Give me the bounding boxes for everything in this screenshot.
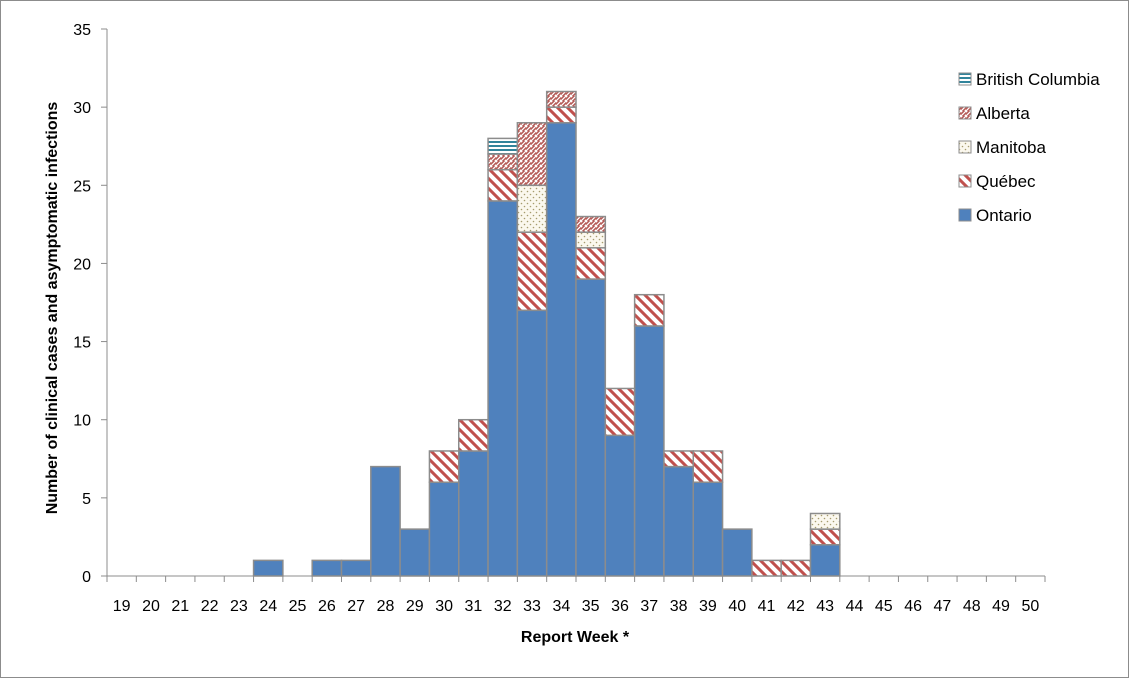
- bar-segment-ontario-week-33: [516, 309, 548, 577]
- x-tick-label: 40: [728, 598, 746, 615]
- bar-segment-manitoba-week-33: [516, 184, 548, 233]
- y-tick-label: 10: [73, 413, 91, 430]
- x-tick-label: 47: [934, 598, 952, 615]
- bar-segment-ontario-week-39: [692, 481, 724, 577]
- y-tick-label: 25: [73, 178, 91, 195]
- y-tick-label: 20: [73, 256, 91, 273]
- bar-segment-quebec-week-35: [575, 247, 607, 280]
- bar-segment-ontario-week-27: [340, 559, 372, 577]
- bar-segment-ontario-week-32: [487, 200, 519, 577]
- bar-segment-quebec-week-34: [545, 106, 577, 124]
- bar-segment-ontario-week-35: [575, 278, 607, 577]
- y-tick-label: 5: [82, 491, 91, 508]
- bar-segment-ontario-week-38: [663, 465, 694, 577]
- y-tick-label: 0: [82, 569, 91, 586]
- x-tick-label: 20: [142, 598, 160, 615]
- legend-swatch-ontario: [958, 208, 972, 222]
- bar-segment-ontario-week-40: [721, 528, 753, 577]
- legend-label-british-columbia: British Columbia: [976, 70, 1100, 89]
- x-tick-label: 32: [494, 598, 512, 615]
- bar-segment-quebec-week-41: [751, 559, 782, 577]
- bar-segment-alberta-week-34: [545, 90, 577, 108]
- bar-segment-ontario-week-37: [633, 325, 665, 577]
- bar-segment-quebec-week-33: [516, 231, 548, 312]
- bar-segment-quebec-week-31: [458, 418, 489, 452]
- x-tick-label: 45: [875, 598, 893, 615]
- x-tick-label: 49: [992, 598, 1010, 615]
- legend-swatch-british-columbia: [958, 72, 972, 86]
- bar-segment-quebec-week-42: [780, 559, 812, 577]
- bar-segment-ontario-week-30: [428, 481, 460, 577]
- y-tick-label: 15: [73, 335, 91, 352]
- bar-segment-quebec-week-39: [692, 450, 724, 483]
- bar-segment-ontario-week-43: [809, 543, 841, 577]
- bar-segment-british-columbia-week-32: [487, 137, 519, 155]
- x-tick-label: 22: [201, 598, 219, 615]
- bar-segment-quebec-week-36: [604, 387, 636, 437]
- bar-segment-ontario-week-34: [545, 122, 577, 577]
- legend-swatch-quebec: [958, 174, 972, 188]
- bar-segment-alberta-week-32: [487, 153, 519, 171]
- bar-segment-quebec-week-37: [633, 293, 665, 327]
- legend-label-alberta: Alberta: [976, 104, 1030, 123]
- bar-segment-quebec-week-43: [809, 528, 841, 546]
- bar-segment-alberta-week-35: [575, 215, 607, 233]
- x-tick-label: 28: [377, 598, 395, 615]
- x-tick-label: 24: [259, 598, 277, 615]
- x-tick-label: 38: [670, 598, 688, 615]
- bar-segment-quebec-week-38: [663, 450, 694, 468]
- legend-item-ontario: Ontario: [958, 206, 1032, 225]
- x-tick-label: 39: [699, 598, 717, 615]
- x-tick-label: 26: [318, 598, 336, 615]
- x-tick-label: 29: [406, 598, 424, 615]
- x-tick-label: 48: [963, 598, 981, 615]
- x-tick-label: 31: [465, 598, 483, 615]
- legend-item-manitoba: Manitoba: [958, 138, 1046, 157]
- bar-segment-ontario-week-26: [311, 559, 343, 577]
- bar-segment-manitoba-week-43: [809, 512, 841, 530]
- x-tick-label: 37: [640, 598, 658, 615]
- x-tick-label: 42: [787, 598, 805, 615]
- x-tick-label: 25: [289, 598, 307, 615]
- bar-segment-ontario-week-31: [458, 450, 489, 577]
- x-tick-label: 21: [171, 598, 189, 615]
- legend-swatch-alberta: [958, 106, 972, 120]
- bar-segment-ontario-week-24: [252, 559, 284, 577]
- legend-label-manitoba: Manitoba: [976, 138, 1046, 157]
- legend-item-alberta: Alberta: [958, 104, 1030, 123]
- x-tick-label: 30: [435, 598, 453, 615]
- legend-label-quebec: Québec: [976, 172, 1036, 191]
- x-tick-label: 43: [816, 598, 834, 615]
- x-tick-label: 35: [582, 598, 600, 615]
- legend-item-quebec: Québec: [958, 172, 1036, 191]
- bar-segment-quebec-week-30: [428, 450, 460, 483]
- x-tick-label: 27: [347, 598, 365, 615]
- y-tick-label: 30: [73, 100, 91, 117]
- bar-segment-ontario-week-36: [604, 434, 636, 577]
- x-axis-title: Report Week *: [521, 629, 630, 646]
- x-tick-label: 23: [230, 598, 248, 615]
- bar-segment-ontario-week-28: [370, 465, 401, 577]
- x-tick-label: 33: [523, 598, 541, 615]
- y-axis-title: Number of clinical cases and asymptomati…: [44, 102, 61, 515]
- bar-segment-quebec-week-32: [487, 168, 519, 202]
- legend-label-ontario: Ontario: [976, 206, 1032, 225]
- x-tick-label: 36: [611, 598, 629, 615]
- x-tick-label: 44: [846, 598, 864, 615]
- x-tick-label: 41: [758, 598, 776, 615]
- bar-segment-ontario-week-29: [399, 528, 431, 577]
- x-tick-label: 50: [1021, 598, 1039, 615]
- bar-segment-alberta-week-33: [516, 122, 548, 187]
- legend-item-british-columbia: British Columbia: [958, 70, 1100, 89]
- x-tick-label: 19: [113, 598, 131, 615]
- x-tick-label: 34: [552, 598, 570, 615]
- x-tick-label: 46: [904, 598, 922, 615]
- y-tick-label: 35: [73, 22, 91, 39]
- legend-swatch-manitoba: [958, 140, 972, 154]
- bar-segment-manitoba-week-35: [575, 231, 607, 249]
